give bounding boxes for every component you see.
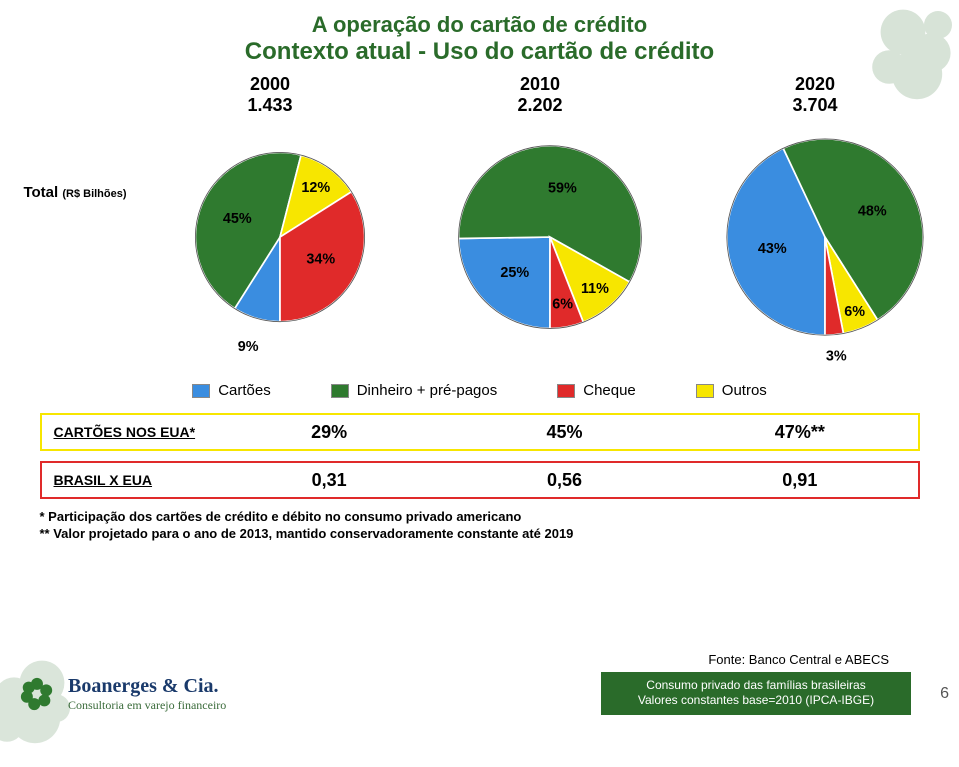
legend-label: Outros [722, 382, 767, 399]
consumption-box: Consumo privado das famílias brasileiras… [601, 672, 911, 715]
table-cell: 0,91 [682, 470, 917, 491]
pie-slice-label-outros: 12% [301, 180, 330, 196]
pie-total: 3.704 [695, 95, 935, 116]
total-row-label: Total (R$ Bilhões) [0, 184, 150, 201]
footnotes: * Participação dos cartões de crédito e … [40, 509, 920, 541]
legend-label: Cheque [583, 382, 636, 399]
pie-chart: 25% 59% 11% 6% [420, 122, 680, 342]
slide-title-2: Contexto atual - Uso do cartão de crédit… [0, 38, 959, 66]
legend-label: Dinheiro + pré-pagos [357, 382, 498, 399]
table-cell: 45% [447, 422, 682, 443]
pie-chart: 9%45%12%34% [150, 122, 410, 342]
slide-title-1: A operação do cartão de crédito [0, 12, 959, 38]
pie-slice-label-dinheiro: 45% [223, 211, 252, 227]
data-table-row: CARTÕES NOS EUA*29%45%47%** [40, 413, 920, 451]
logo-name: Boanerges & Cia. [68, 675, 226, 698]
table-cell: 47%** [682, 422, 917, 443]
legend-swatch [696, 384, 714, 398]
legend-item-dinheiro: Dinheiro + pré-pagos [331, 382, 498, 399]
legend-swatch [557, 384, 575, 398]
pie-year: 2000 [150, 74, 390, 95]
pie-slice-label-dinheiro: 48% [858, 203, 887, 219]
pie-chart: 43%48%6%3% [695, 122, 955, 342]
legend-item-cheque: Cheque [557, 382, 636, 399]
pie-row: Total (R$ Bilhões) 20001.4339%45%12%34% … [0, 74, 959, 374]
legend-item-outros: Outros [696, 382, 767, 399]
pie-slice-cartoes [459, 237, 550, 328]
table-cell: 0,56 [447, 470, 682, 491]
legend-item-cartoes: Cartões [192, 382, 271, 399]
pie-total: 1.433 [150, 95, 390, 116]
legend: Cartões Dinheiro + pré-pagos Cheque Outros [0, 382, 959, 399]
logo-tagline: Consultoria em varejo financeiro [68, 698, 226, 713]
pie-year: 2020 [695, 74, 935, 95]
table-label: CARTÕES NOS EUA* [42, 424, 212, 440]
pie-slice-label-cartoes: 43% [758, 241, 787, 257]
table-cell: 0,31 [212, 470, 447, 491]
pie-slice-label-outros: 6% [844, 304, 865, 320]
company-logo: Boanerges & Cia. Consultoria em varejo f… [14, 671, 226, 717]
footnote-1: * Participação dos cartões de crédito e … [40, 509, 920, 524]
pie-total: 2.202 [420, 95, 660, 116]
pie-slice-label-cheque: 3% [826, 349, 847, 365]
pie-slice-label-cartoes: 9% [238, 339, 259, 355]
source-line: Fonte: Banco Central e ABECS [708, 652, 889, 667]
legend-swatch [192, 384, 210, 398]
legend-label: Cartões [218, 382, 271, 399]
data-tables: CARTÕES NOS EUA*29%45%47%**BRASIL X EUA0… [40, 413, 920, 499]
table-cell: 29% [212, 422, 447, 443]
logo-icon [14, 671, 60, 717]
page-number: 6 [940, 685, 949, 703]
table-label: BRASIL X EUA [42, 472, 212, 488]
pie-slice-label-cheque: 34% [306, 252, 335, 268]
pie-year: 2010 [420, 74, 660, 95]
pie-slice-label-dinheiro: 59% [548, 181, 577, 197]
legend-swatch [331, 384, 349, 398]
footnote-2: ** Valor projetado para o ano de 2013, m… [40, 526, 920, 541]
pie-slice-label-outros: 11% [581, 281, 609, 297]
data-table-row: BRASIL X EUA0,310,560,91 [40, 461, 920, 499]
pie-slice-label-cheque: 6% [552, 297, 573, 313]
pie-slice-label-cartoes: 25% [500, 265, 529, 281]
